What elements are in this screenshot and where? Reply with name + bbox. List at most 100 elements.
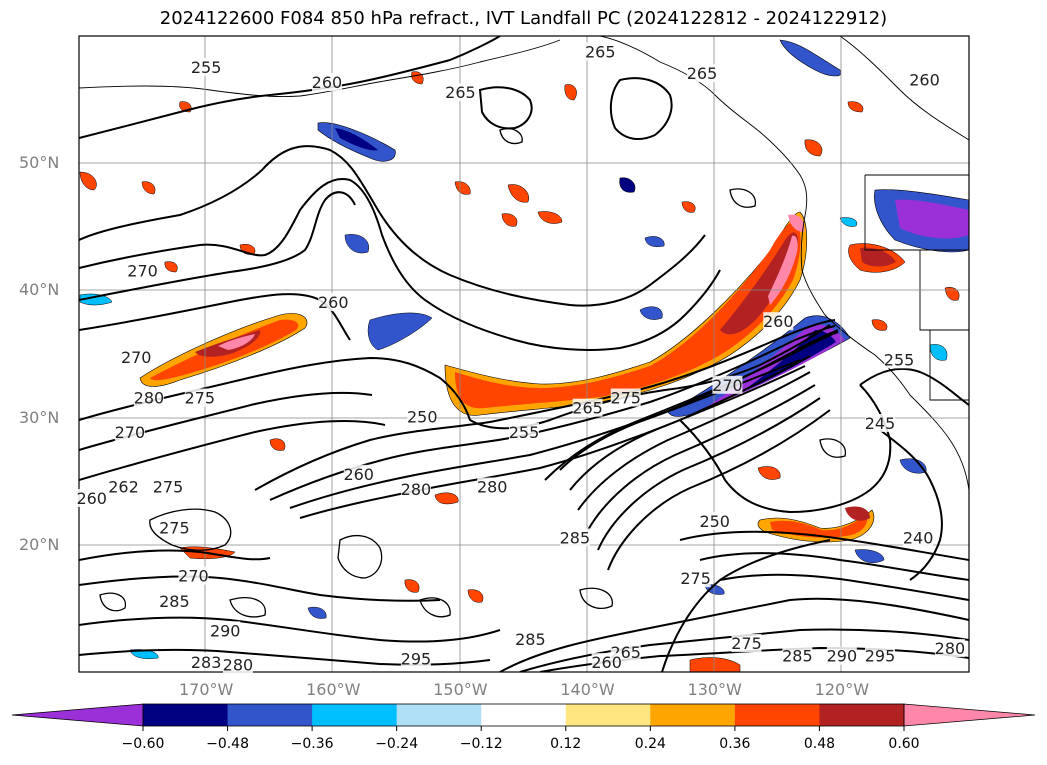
contour-label: 280 <box>935 639 966 658</box>
contour-label-bg <box>903 528 934 547</box>
contour-label: 275 <box>680 569 711 588</box>
colorbar-segment <box>650 704 736 726</box>
colorbar-tick-label: −0.24 <box>375 736 419 752</box>
contour-label: 255 <box>191 58 222 77</box>
contour-label-bg <box>76 489 107 508</box>
contour-label-bg <box>184 388 215 407</box>
contour-label: 275 <box>153 478 184 497</box>
longitude-label: 130°W <box>687 680 742 699</box>
colorbar-segment <box>565 704 651 726</box>
colorbar-tick-label: −0.12 <box>459 736 503 752</box>
contour-label-bg <box>445 83 476 102</box>
contour-label-bg <box>585 42 616 61</box>
contour-label: 265 <box>445 83 476 102</box>
contour-label: 275 <box>731 634 762 653</box>
contour-label-bg <box>191 57 222 76</box>
contour-label: 280 <box>401 480 432 499</box>
contour-label-bg <box>114 422 145 441</box>
contour-label: 265 <box>572 399 603 418</box>
contour-label: 250 <box>407 408 438 427</box>
contour-label: 295 <box>401 649 432 668</box>
colorbar-tick-label: 0.12 <box>550 736 582 752</box>
positive-anomaly-shading <box>79 71 960 672</box>
colorbar-tick-label: −0.48 <box>206 736 249 752</box>
colorbar <box>11 703 1036 731</box>
contour-label-bg <box>178 566 209 585</box>
longitude-label: 120°W <box>814 680 870 699</box>
plot-frame <box>78 35 970 673</box>
colorbar-segment <box>396 704 482 726</box>
contour-label-bg <box>909 70 940 89</box>
colorbar-segment <box>481 704 567 726</box>
contour-label: 255 <box>884 350 915 369</box>
contour-label-bg <box>343 464 374 483</box>
contour-label-bg <box>826 646 857 665</box>
colorbar-extend-min <box>11 703 144 727</box>
contour-label: 290 <box>827 647 858 666</box>
contour-label-bg <box>222 655 253 674</box>
contour-label: 250 <box>699 512 730 531</box>
contour-label-bg <box>400 649 431 668</box>
contour-label: 280 <box>477 478 508 497</box>
colorbar-segment <box>227 704 313 726</box>
secondary-contours <box>99 128 847 618</box>
contour-label-bg <box>699 511 730 530</box>
contour-label: 285 <box>782 647 813 666</box>
contour-label-bg <box>159 592 190 611</box>
contour-label: 260 <box>76 489 107 508</box>
colorbar-extend-max <box>903 703 1036 727</box>
contour-label-bg <box>687 64 717 83</box>
contour-label: 260 <box>591 653 622 672</box>
contour-label-bg <box>477 477 508 496</box>
contour-label: 270 <box>178 567 209 586</box>
latitude-label: 50°N <box>19 153 60 173</box>
colorbar-segment <box>819 704 905 726</box>
contour-label: 270 <box>712 376 743 395</box>
contour-label: 270 <box>115 423 146 442</box>
contour-label: 240 <box>903 528 934 547</box>
graticule <box>79 36 969 672</box>
latitude-label: 30°N <box>19 407 60 427</box>
contour-labels: 255 260 265 265 265 260 270 260 270 280 275 270 250 2… <box>76 42 966 675</box>
contour-label-bg <box>934 639 965 658</box>
colorbar-tick-label: −0.60 <box>121 736 165 752</box>
colorbar-segment <box>734 704 820 726</box>
plot-area <box>79 36 969 672</box>
contour-label-bg <box>610 388 641 407</box>
contour-label: 270 <box>127 261 158 280</box>
contour-label-bg <box>515 630 546 649</box>
contour-label-bg <box>407 407 438 426</box>
contour-label-bg <box>572 398 603 417</box>
contour-label: 260 <box>318 293 349 312</box>
colorbar-tick-label: 0.60 <box>888 736 920 752</box>
contour-label: 290 <box>210 621 241 640</box>
contour-label: 260 <box>343 465 374 484</box>
contour-label-bg <box>731 634 762 653</box>
contour-label: 275 <box>185 389 216 408</box>
colorbar-segment <box>143 704 229 726</box>
colorbar-tick-label: −0.36 <box>290 736 334 752</box>
colorbar-segment <box>312 704 398 726</box>
latitude-label: 20°N <box>19 534 60 554</box>
contour-label-bg <box>782 646 813 665</box>
contour-label-bg <box>108 477 139 496</box>
contour-label-bg <box>191 653 222 672</box>
contour-label-bg <box>763 312 794 331</box>
contour-label-bg <box>509 422 539 441</box>
contour-label: 283 <box>191 653 222 672</box>
contour-label: 260 <box>312 73 343 92</box>
contour-label-bg <box>680 569 711 588</box>
contour-label: 262 <box>108 478 139 497</box>
contour-label-bg <box>865 413 895 432</box>
map-title: 2024122600 F084 850 hPa refract., IVT La… <box>159 8 888 29</box>
contour-label: 260 <box>909 71 940 90</box>
contour-label: 275 <box>610 389 641 408</box>
contour-label-bg <box>559 528 590 547</box>
contour-label-bg <box>133 388 164 407</box>
contour-label: 280 <box>134 389 165 408</box>
contour-label: 260 <box>763 312 794 331</box>
contour-label: 265 <box>585 43 616 62</box>
contour-label-bg <box>153 477 183 496</box>
contour-label: 245 <box>865 414 896 433</box>
contour-label: 285 <box>560 528 591 547</box>
